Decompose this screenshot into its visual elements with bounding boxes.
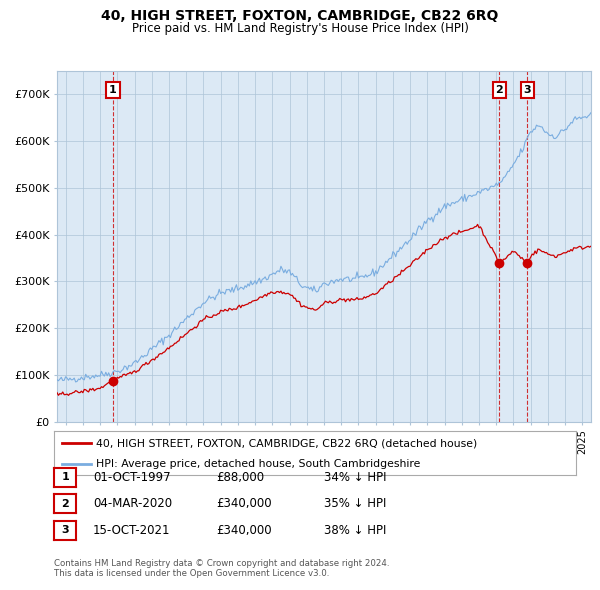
Text: 34% ↓ HPI: 34% ↓ HPI <box>324 471 386 484</box>
Text: 35% ↓ HPI: 35% ↓ HPI <box>324 497 386 510</box>
Text: 1: 1 <box>109 85 117 95</box>
Text: £340,000: £340,000 <box>216 524 272 537</box>
Text: HPI: Average price, detached house, South Cambridgeshire: HPI: Average price, detached house, Sout… <box>96 459 420 469</box>
Text: £340,000: £340,000 <box>216 497 272 510</box>
Text: £88,000: £88,000 <box>216 471 264 484</box>
Text: 04-MAR-2020: 04-MAR-2020 <box>93 497 172 510</box>
Text: 2: 2 <box>496 85 503 95</box>
Text: 15-OCT-2021: 15-OCT-2021 <box>93 524 170 537</box>
Text: Price paid vs. HM Land Registry's House Price Index (HPI): Price paid vs. HM Land Registry's House … <box>131 22 469 35</box>
Text: 40, HIGH STREET, FOXTON, CAMBRIDGE, CB22 6RQ (detached house): 40, HIGH STREET, FOXTON, CAMBRIDGE, CB22… <box>96 438 477 448</box>
Text: 3: 3 <box>61 526 69 535</box>
Text: This data is licensed under the Open Government Licence v3.0.: This data is licensed under the Open Gov… <box>54 569 329 578</box>
Text: 1: 1 <box>61 473 69 482</box>
Text: 01-OCT-1997: 01-OCT-1997 <box>93 471 170 484</box>
Text: 3: 3 <box>523 85 531 95</box>
Text: 40, HIGH STREET, FOXTON, CAMBRIDGE, CB22 6RQ: 40, HIGH STREET, FOXTON, CAMBRIDGE, CB22… <box>101 9 499 23</box>
Text: 38% ↓ HPI: 38% ↓ HPI <box>324 524 386 537</box>
Text: Contains HM Land Registry data © Crown copyright and database right 2024.: Contains HM Land Registry data © Crown c… <box>54 559 389 568</box>
Text: 2: 2 <box>61 499 69 509</box>
